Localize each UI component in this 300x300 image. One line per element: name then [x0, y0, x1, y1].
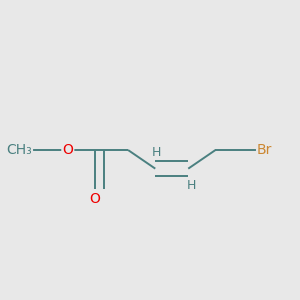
- Text: CH₃: CH₃: [6, 143, 32, 157]
- Text: O: O: [62, 143, 73, 157]
- Text: H: H: [152, 146, 161, 159]
- Text: H: H: [186, 178, 196, 192]
- Text: O: O: [90, 192, 101, 206]
- Text: Br: Br: [257, 143, 272, 157]
